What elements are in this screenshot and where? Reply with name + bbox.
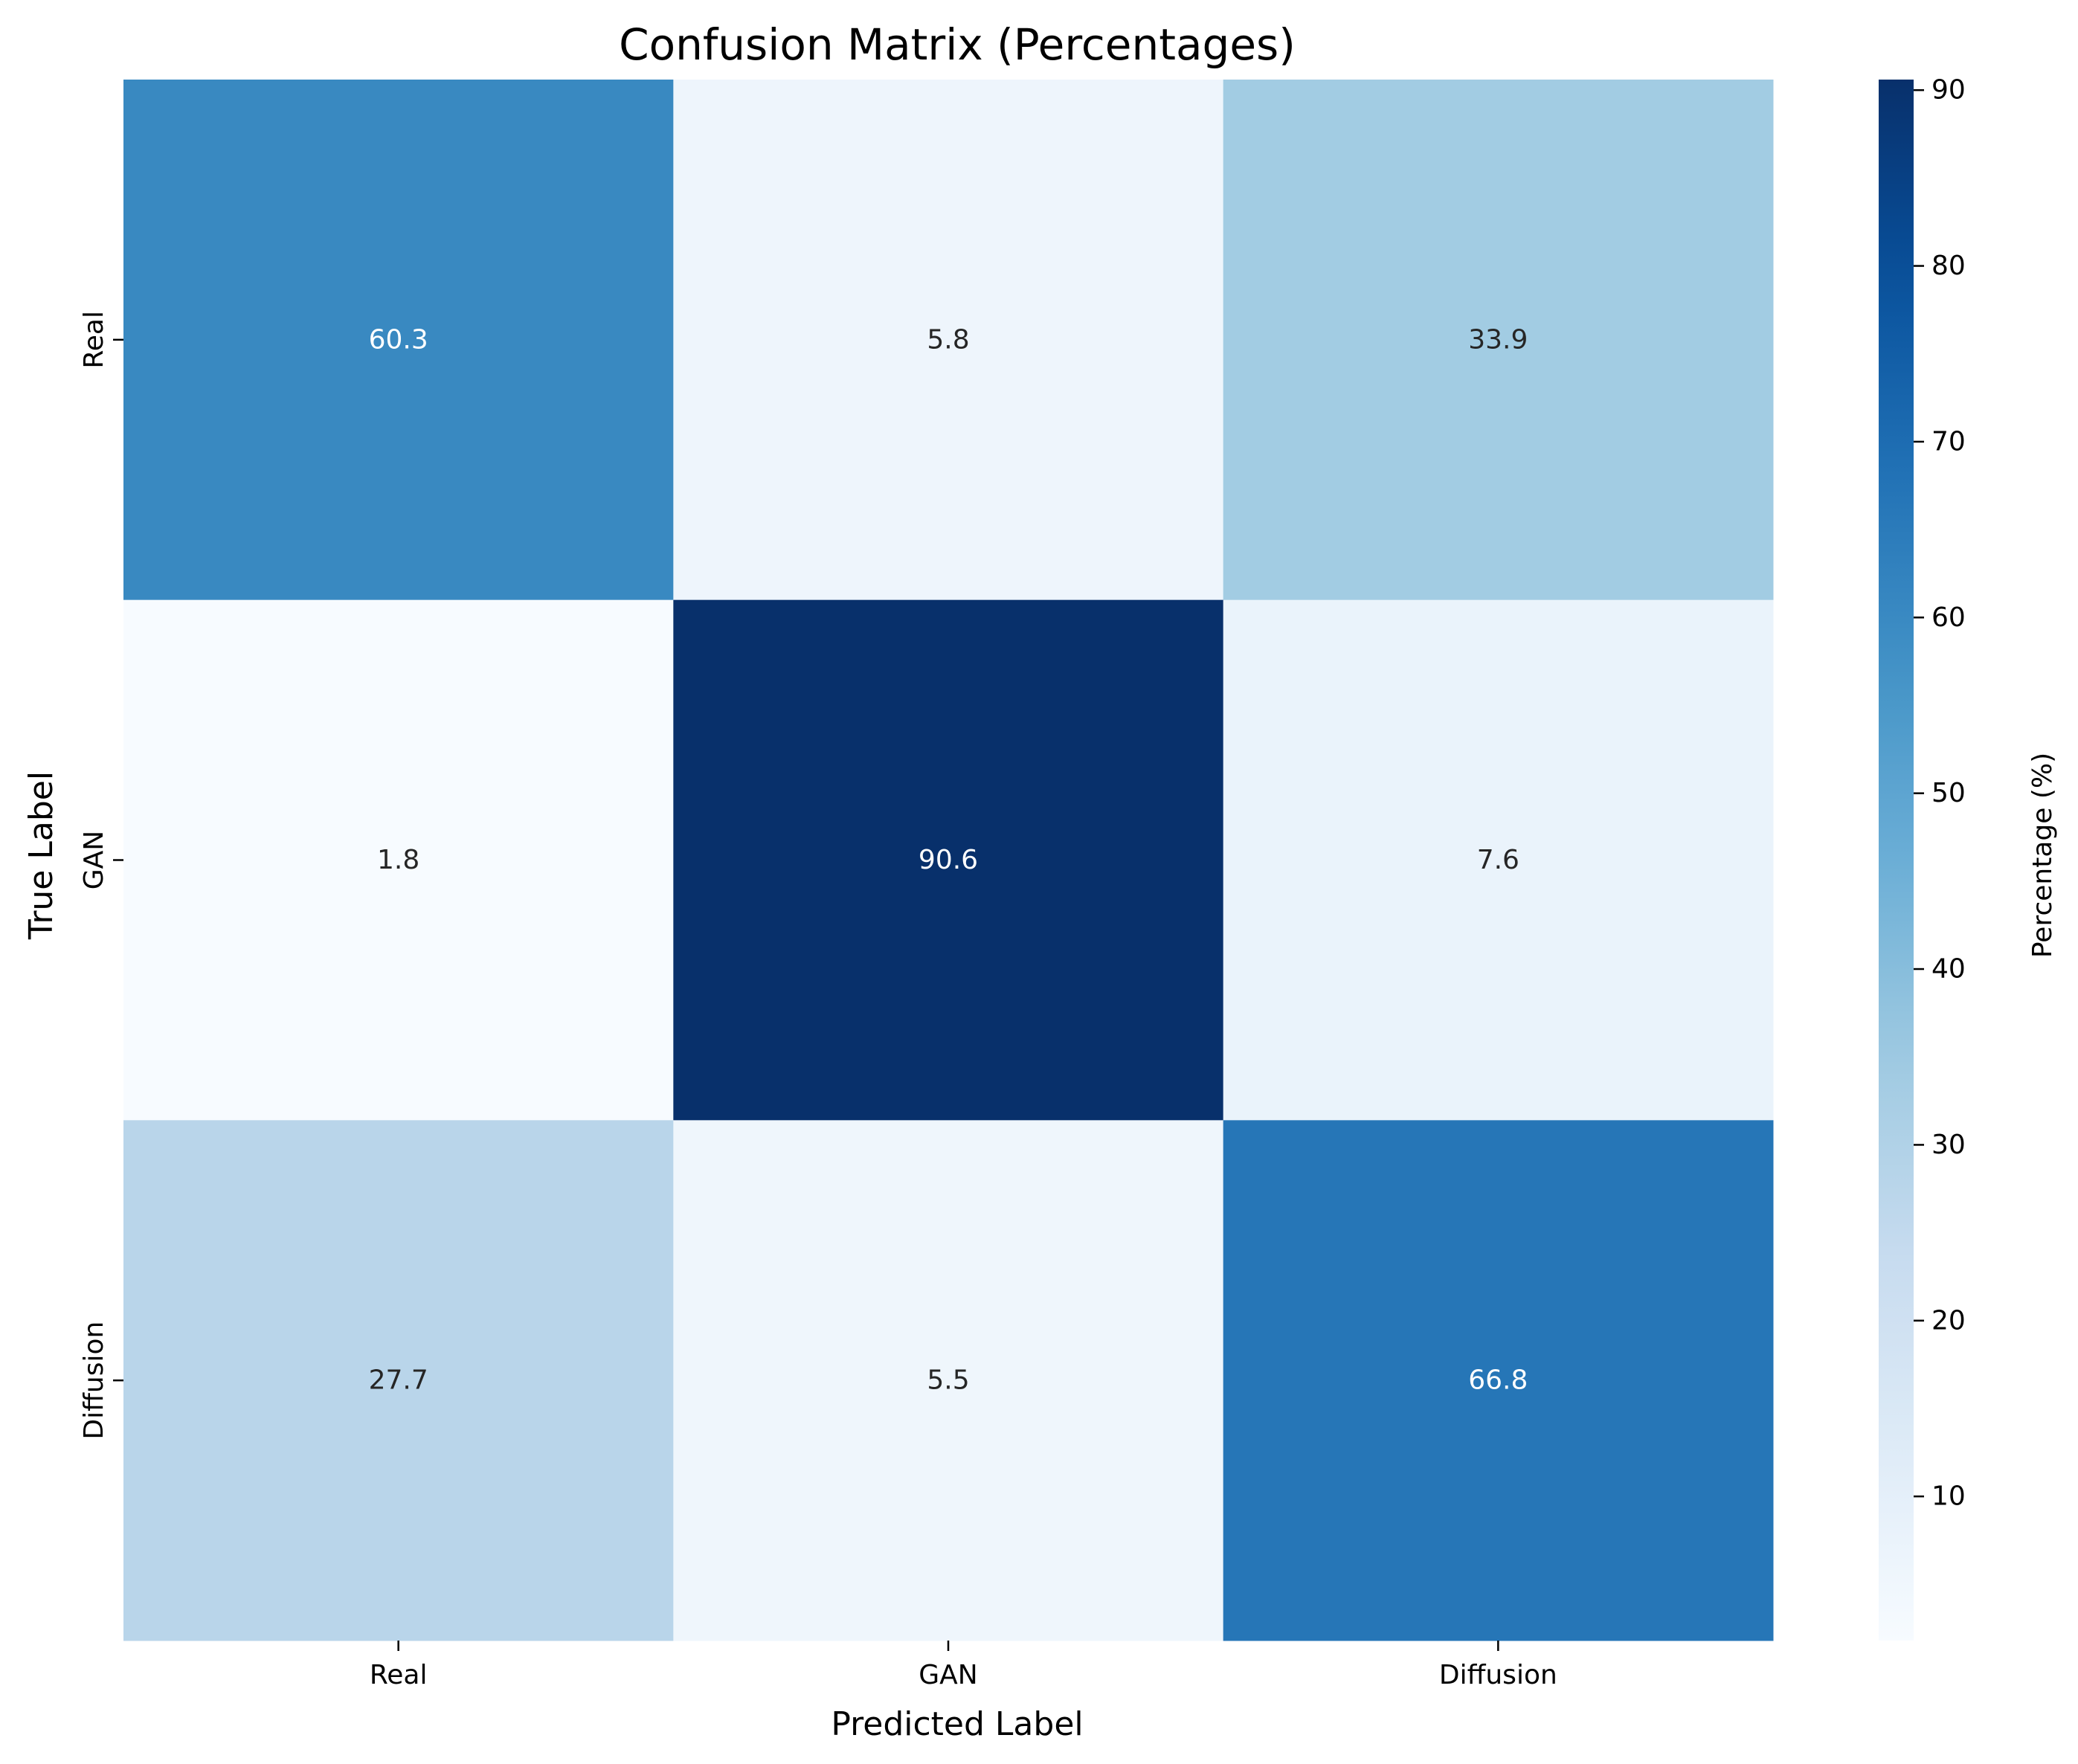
x-tick-label: Real [370, 1660, 428, 1690]
cell-value-label: 27.7 [369, 1365, 428, 1396]
heatmap-cell [123, 80, 674, 601]
colorbar-gradient [1879, 80, 1914, 1641]
y-axis-ticks: Real GAN Diffusion [79, 311, 123, 1440]
chart-title: Confusion Matrix (Percentages) [619, 19, 1296, 70]
heatmap-cell [123, 1120, 674, 1641]
colorbar-tick-label: 40 [1931, 954, 1966, 985]
y-tick-label: Real [79, 311, 109, 369]
heatmap-cell [673, 80, 1224, 601]
heatmap-cell [1223, 599, 1774, 1121]
x-tick-label: GAN [919, 1660, 977, 1690]
colorbar-tick-label: 90 [1931, 75, 1966, 106]
colorbar-tick-label: 20 [1931, 1305, 1966, 1336]
colorbar-tick-label: 70 [1931, 426, 1966, 457]
cell-value-label: 33.9 [1468, 324, 1528, 355]
y-axis-label: True Label [22, 771, 60, 940]
cell-value-label: 5.5 [927, 1365, 969, 1396]
colorbar: 10 20 30 40 50 60 70 80 90 [1879, 75, 1966, 1641]
heatmap-cell [673, 1120, 1224, 1641]
cell-value-label: 90.6 [919, 845, 978, 875]
cell-value-label: 1.8 [377, 845, 419, 875]
heatmap-cell [673, 599, 1224, 1121]
colorbar-label: Percentage (%) [2027, 753, 2058, 958]
colorbar-tick-label: 10 [1931, 1481, 1966, 1512]
heatmap-cell [1223, 1120, 1774, 1641]
colorbar-tick-label: 60 [1931, 602, 1966, 633]
colorbar-tick-label: 50 [1931, 778, 1966, 808]
cell-value-label: 5.8 [927, 324, 969, 355]
colorbar-tick-label: 80 [1931, 251, 1966, 281]
x-axis-label: Predicted Label [831, 1705, 1083, 1743]
y-tick-label: GAN [79, 831, 109, 889]
x-tick-label: Diffusion [1439, 1660, 1557, 1690]
heatmap-cell [1223, 80, 1774, 601]
x-axis-ticks: Real GAN Diffusion [370, 1641, 1557, 1690]
cell-annotations: 60.3 5.8 33.9 1.8 90.6 7.6 27.7 5.5 66.8 [369, 324, 1528, 1395]
colorbar-tick-label: 30 [1931, 1130, 1966, 1160]
cell-value-label: 66.8 [1468, 1365, 1528, 1396]
cell-value-label: 7.6 [1477, 845, 1519, 875]
heatmap-cell [123, 599, 674, 1121]
heatmap-cells [123, 80, 1774, 1641]
y-tick-label: Diffusion [79, 1322, 109, 1440]
cell-value-label: 60.3 [369, 324, 428, 355]
